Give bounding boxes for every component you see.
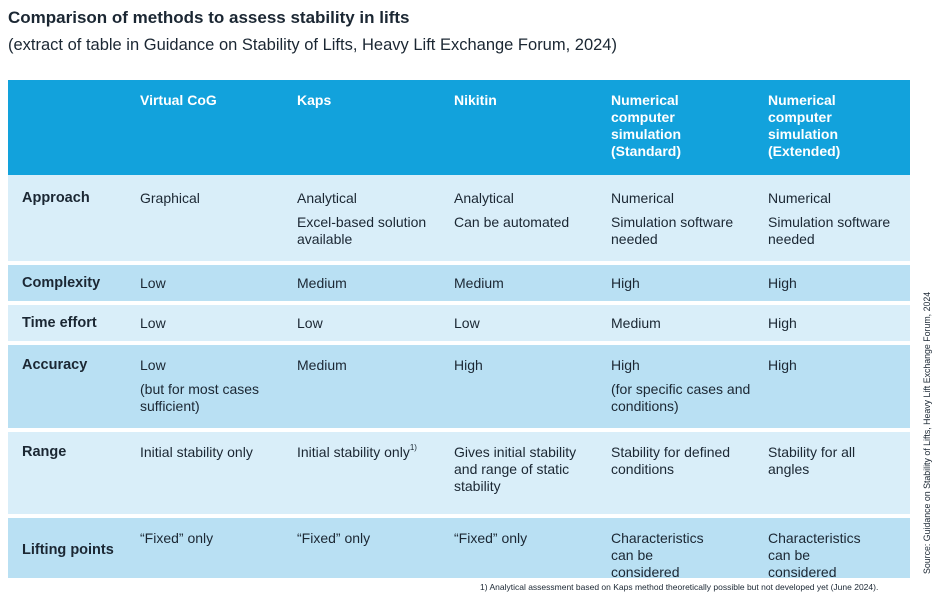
cell-range-virtual: Initial stability only (140, 444, 253, 460)
header-line: Numerical (611, 92, 679, 108)
cell-line: Numerical (611, 190, 675, 206)
cell-range-extended: Stability for all angles (768, 444, 856, 477)
cell-line: (but for most cases sufficient) (140, 381, 260, 414)
cell-line: Can be automated (454, 214, 570, 230)
cell-time-extended: High (768, 315, 797, 331)
cell-line: Simulation software needed (768, 214, 891, 247)
cell-approach-kaps: Analytical Excel-based solution availabl… (283, 175, 440, 261)
footnote: 1) Analytical assessment based on Kaps m… (480, 582, 879, 592)
row-label-approach: Approach (22, 190, 90, 206)
header-cell-kaps: Kaps (297, 92, 332, 108)
cell-accuracy-nikitin: High (440, 345, 597, 428)
cell-time-kaps: Low (297, 315, 323, 331)
row-label-complexity: Complexity (22, 275, 101, 291)
table-row-lifting-points: Lifting points “Fixed” only “Fixed” only… (8, 514, 910, 580)
table-row-complexity: Complexity Low Medium Medium High High (8, 261, 910, 301)
header-cell-nikitin: Nikitin (454, 92, 497, 108)
cell-line: Graphical (140, 190, 200, 206)
cell-approach-nikitin: Analytical Can be automated (440, 175, 597, 261)
cell-line: (for specific cases and conditions) (611, 381, 751, 414)
cell-approach-virtual: Graphical (126, 175, 283, 261)
cell-accuracy-virtual: Low (but for most cases sufficient) (126, 345, 283, 428)
cell-complexity-kaps: Medium (297, 275, 347, 291)
footnote-mark: 1) (409, 443, 417, 453)
cell-complexity-nikitin: Medium (454, 275, 504, 291)
cell-lifting-virtual: “Fixed” only (140, 530, 214, 546)
cell-line: Low (140, 357, 166, 373)
cell-line: High (454, 357, 483, 373)
cell-time-standard: Medium (611, 315, 661, 331)
cell-lifting-kaps: “Fixed” only (297, 530, 371, 546)
cell-complexity-extended: High (768, 275, 797, 291)
table-header-row: Virtual CoG Kaps Nikitin Numerical compu… (8, 80, 910, 175)
table-row-time-effort: Time effort Low Low Low Medium High (8, 301, 910, 341)
header-cell-extended: Numerical computer simulation (Extended) (754, 80, 910, 175)
cell-lifting-nikitin: “Fixed” only (454, 530, 528, 546)
cell-line: Analytical (297, 190, 357, 206)
header-cell-virtual-cog: Virtual CoG (140, 92, 217, 108)
cell-accuracy-kaps: Medium (283, 345, 440, 428)
header-line: (Extended) (768, 143, 841, 159)
table-row-range: Range Initial stability only Initial sta… (8, 428, 910, 514)
cell-line: Simulation software needed (611, 214, 734, 247)
page-subtitle: (extract of table in Guidance on Stabili… (8, 36, 617, 54)
cell-line: Analytical (454, 190, 514, 206)
cell-line: High (611, 357, 640, 373)
comparison-table: Virtual CoG Kaps Nikitin Numerical compu… (8, 80, 910, 580)
cell-complexity-standard: High (611, 275, 640, 291)
source-note: Source: Guidance on Stability of Lifts, … (922, 291, 932, 574)
cell-range-standard: Stability for defined conditions (611, 444, 731, 477)
header-line: simulation (611, 126, 682, 142)
row-label-lifting-points: Lifting points (22, 542, 114, 558)
cell-range-nikitin: Gives initial stability and range of sta… (454, 444, 577, 494)
row-label-time-effort: Time effort (22, 315, 97, 331)
header-line: computer (768, 109, 832, 125)
page-title: Comparison of methods to assess stabilit… (8, 8, 410, 27)
cell-time-virtual: Low (140, 315, 166, 331)
cell-text: Initial stability only (297, 444, 410, 460)
cell-complexity-virtual: Low (140, 275, 166, 291)
header-line: simulation (768, 126, 839, 142)
table-row-accuracy: Accuracy Low (but for most cases suffici… (8, 341, 910, 428)
header-cell-empty (8, 80, 126, 175)
cell-accuracy-extended: High (754, 345, 910, 428)
cell-accuracy-standard: High (for specific cases and conditions) (597, 345, 754, 428)
cell-approach-extended: Numerical Simulation software needed (754, 175, 910, 261)
header-line: Numerical (768, 92, 836, 108)
cell-line: Medium (297, 357, 347, 373)
cell-line: High (768, 357, 797, 373)
cell-line: Numerical (768, 190, 832, 206)
table-row-approach: Approach Graphical Analytical Excel-base… (8, 175, 910, 261)
row-label-accuracy: Accuracy (22, 357, 88, 373)
cell-approach-standard: Numerical Simulation software needed (597, 175, 754, 261)
row-label-range: Range (22, 444, 67, 460)
header-cell-standard: Numerical computer simulation (Standard) (597, 80, 754, 175)
cell-range-kaps: Initial stability only1) (283, 432, 440, 514)
cell-lifting-standard: Characteristics can be considered (611, 530, 704, 580)
header-line: (Standard) (611, 143, 681, 159)
cell-line: Excel-based solution available (297, 214, 427, 247)
header-line: computer (611, 109, 675, 125)
cell-time-nikitin: Low (454, 315, 480, 331)
cell-lifting-extended: Characteristics can be considered (768, 530, 861, 580)
